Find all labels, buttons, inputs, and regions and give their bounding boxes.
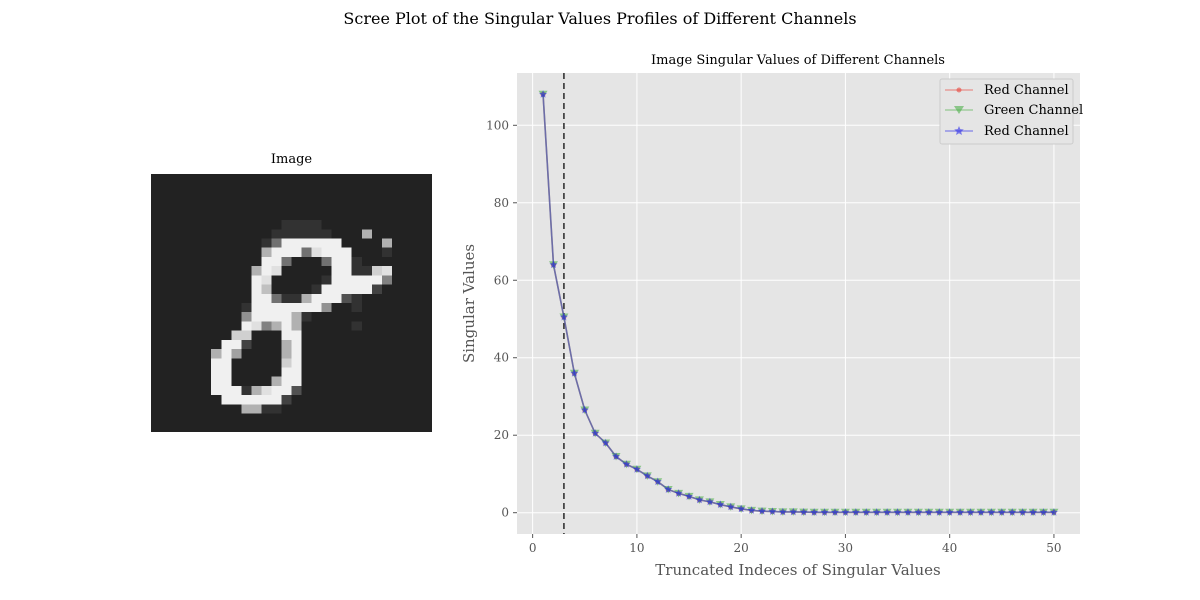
- data-point: [966, 508, 975, 516]
- data-point: [914, 508, 923, 516]
- data-point: [956, 508, 965, 516]
- axis-ticks: 0 10 20 30 40 50 0 20 40 60 80 100: [486, 118, 1061, 555]
- data-point: [539, 90, 548, 98]
- figure-suptitle: Scree Plot of the Singular Values Profil…: [343, 9, 857, 28]
- legend-marker-blue: [954, 126, 964, 136]
- legend-label-red: Red Channel: [984, 83, 1069, 98]
- legend-marker-red: [956, 87, 962, 93]
- data-point: [716, 500, 725, 508]
- data-point: [987, 508, 996, 516]
- data-point: [570, 369, 579, 377]
- image-panel-title: Image: [270, 152, 313, 167]
- data-point: [831, 508, 839, 516]
- data-point: [643, 471, 652, 480]
- data-point: [883, 508, 892, 516]
- series-3: [539, 90, 1058, 516]
- data-point: [653, 477, 662, 486]
- data-point: [695, 495, 704, 504]
- data-point: [1039, 508, 1048, 516]
- data-point: [664, 485, 673, 493]
- y-tick-label: 40: [494, 351, 509, 365]
- legend-marker-green: [954, 106, 964, 114]
- data-point: [789, 507, 798, 516]
- y-tick-label: 0: [501, 506, 509, 520]
- x-tick-label: 0: [529, 541, 537, 555]
- gridlines: [517, 73, 1080, 534]
- plot-area: [517, 73, 1080, 534]
- x-tick-label: 20: [734, 541, 749, 555]
- data-point: [549, 260, 558, 269]
- y-tick-label: 20: [494, 428, 509, 442]
- data-point: [810, 508, 819, 516]
- data-point: [705, 497, 714, 506]
- data-point: [601, 438, 610, 447]
- data-point: [747, 506, 756, 514]
- data-point: [778, 507, 787, 516]
- data-point: [1049, 508, 1058, 516]
- y-tick-label: 80: [494, 196, 509, 210]
- data-point: [997, 508, 1006, 516]
- legend: Red Channel Green Channel Red Channel: [939, 78, 1083, 145]
- series-group: [538, 90, 1059, 517]
- data-point: [632, 465, 641, 473]
- data-point: [924, 508, 933, 516]
- data-point: [1008, 508, 1017, 516]
- data-point: [685, 492, 694, 500]
- chart-title: Image Singular Values of Different Chann…: [651, 53, 945, 68]
- x-axis-label: Truncated Indeces of Singular Values: [655, 561, 940, 579]
- x-tick-label: 50: [1046, 541, 1061, 555]
- data-point: [612, 452, 621, 460]
- data-point: [758, 506, 766, 515]
- data-point: [580, 405, 589, 414]
- legend-label-green: Green Channel: [984, 103, 1083, 118]
- y-tick-label: 100: [486, 118, 509, 132]
- data-point: [872, 508, 881, 516]
- data-point: [841, 508, 850, 516]
- data-point: [799, 507, 808, 516]
- digit-image: [151, 174, 432, 432]
- x-tick-label: 40: [942, 541, 957, 555]
- data-point: [1029, 508, 1038, 516]
- legend-label-blue: Red Channel: [984, 124, 1069, 139]
- data-point: [591, 429, 600, 437]
- y-tick-label: 60: [494, 273, 509, 287]
- data-point: [851, 508, 860, 516]
- data-point: [935, 508, 944, 516]
- data-point: [903, 508, 912, 516]
- data-point: [726, 502, 735, 511]
- data-point: [674, 489, 683, 497]
- data-point: [737, 504, 746, 513]
- y-axis-label: Singular Values: [460, 244, 478, 363]
- data-point: [820, 508, 829, 516]
- data-point: [893, 508, 902, 516]
- data-point: [976, 508, 985, 516]
- data-point: [622, 460, 631, 468]
- x-tick-label: 30: [838, 541, 853, 555]
- data-point: [559, 312, 568, 321]
- legend-box: [939, 78, 1074, 145]
- data-point: [1018, 508, 1027, 516]
- data-point: [768, 507, 777, 515]
- data-point: [945, 508, 954, 516]
- x-tick-label: 10: [629, 541, 644, 555]
- data-point: [862, 508, 871, 516]
